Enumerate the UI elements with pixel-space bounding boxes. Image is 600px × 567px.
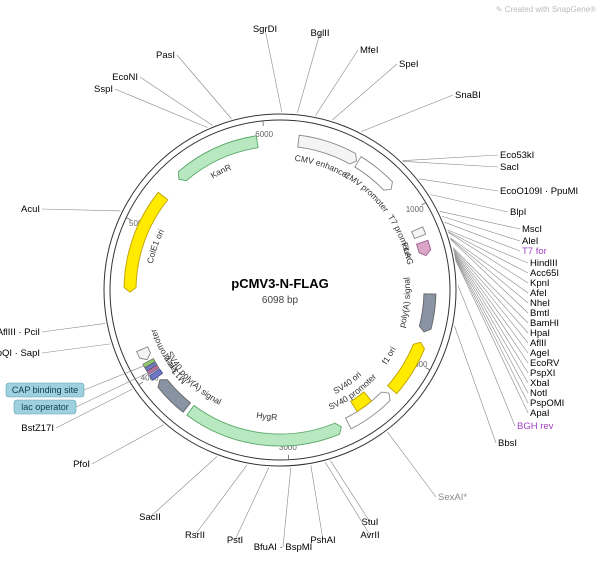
watermark: ✎ Created with SnapGene®	[496, 5, 596, 14]
site-label: AflIII · PciI	[0, 327, 40, 338]
feature-t7-promoter	[412, 227, 426, 239]
leader-line	[453, 249, 528, 333]
tick	[263, 121, 264, 126]
site-label: T7 for	[522, 246, 547, 257]
leader-line	[115, 89, 207, 127]
leader-line	[387, 432, 436, 497]
leader-line	[297, 33, 320, 113]
site-label: SacI	[500, 162, 519, 173]
leader-line	[42, 344, 110, 353]
leader-line	[454, 326, 496, 443]
site-label: StuI	[362, 517, 379, 528]
leader-line	[140, 77, 212, 125]
interior-label: f1 ori	[380, 345, 398, 366]
site-label: MfeI	[360, 45, 378, 56]
leader-line	[440, 211, 520, 229]
leader-line	[442, 216, 520, 241]
feature-sv40-poly-a-signal	[158, 380, 191, 413]
leader-line	[42, 323, 105, 332]
leader-line	[402, 155, 498, 161]
site-label: SpeI	[399, 59, 419, 70]
plasmid-size: 6098 bp	[262, 295, 299, 306]
annotation-text: CAP binding site	[12, 385, 78, 395]
site-label: AvrII	[360, 530, 379, 541]
feature-flag	[417, 240, 431, 255]
leader-line	[265, 29, 282, 112]
site-label: RsrII	[185, 530, 205, 541]
annotation-text: lac operator	[21, 402, 69, 412]
leader-line	[195, 465, 247, 535]
plasmid-name: pCMV3-N-FLAG	[231, 276, 329, 291]
leader-line	[325, 462, 370, 535]
site-label: BfuAI · BspMI	[254, 542, 313, 553]
leader-line	[177, 55, 231, 119]
site-label: BbsI	[498, 438, 517, 449]
site-label: SexAI*	[438, 492, 467, 503]
leader-line	[311, 465, 323, 540]
site-label: PstI	[227, 535, 243, 546]
site-label: BstZ17I	[21, 423, 54, 434]
leader-line	[403, 161, 498, 167]
site-label: SnaBI	[455, 90, 481, 101]
site-label: BGH rev	[517, 421, 554, 432]
leader-line	[42, 209, 121, 211]
leader-line	[455, 258, 528, 403]
site-label: EcoO109I · PpuMI	[500, 186, 578, 197]
leader-line	[419, 179, 498, 191]
feature-lac-promoter	[137, 347, 151, 360]
leader-line	[332, 64, 397, 120]
interior-label: HygR	[256, 410, 278, 422]
interior-label: FLAG	[400, 241, 416, 266]
leader-line	[150, 456, 217, 517]
leader-line	[235, 468, 269, 540]
leader-line	[316, 50, 358, 116]
tick-label: 6000	[255, 130, 273, 139]
site-label: SacII	[139, 512, 161, 523]
leader-line	[454, 254, 528, 373]
leader-line	[361, 95, 453, 132]
leader-line	[458, 286, 515, 426]
site-label: PasI	[156, 50, 175, 61]
site-label: Eco53kI	[500, 150, 534, 161]
tick-label: 1000	[406, 205, 424, 214]
leader-line	[455, 255, 528, 383]
site-label: BlpI	[510, 207, 526, 218]
leader-line	[330, 461, 370, 522]
plasmid-map: ✎ Created with SnapGene®1000200030004000…	[0, 0, 600, 567]
site-label: EcoNI	[112, 72, 138, 83]
leader-line	[454, 253, 528, 363]
leader-line	[450, 239, 528, 303]
site-label: SspI	[94, 84, 113, 95]
site-label: ApaI	[530, 408, 550, 419]
site-label: MscI	[522, 224, 542, 235]
leader-line	[455, 260, 528, 413]
leader-line	[283, 468, 291, 547]
leader-line	[455, 257, 528, 393]
leader-line	[76, 373, 148, 407]
leader-line	[451, 239, 528, 313]
leader-line	[450, 238, 528, 293]
site-label: PshAI	[310, 535, 335, 546]
interior-label: KanR	[209, 162, 233, 181]
site-label: BspQI · SapI	[0, 348, 40, 359]
site-label: AcuI	[21, 204, 40, 215]
site-label: PfoI	[73, 459, 90, 470]
feature-poly-a-signal	[419, 294, 436, 332]
interior-label: poly(A) signal	[397, 277, 412, 329]
site-label: SgrDI	[253, 24, 277, 35]
leader-line	[92, 425, 164, 464]
site-label: BglII	[310, 28, 329, 39]
leader-line	[430, 195, 508, 212]
